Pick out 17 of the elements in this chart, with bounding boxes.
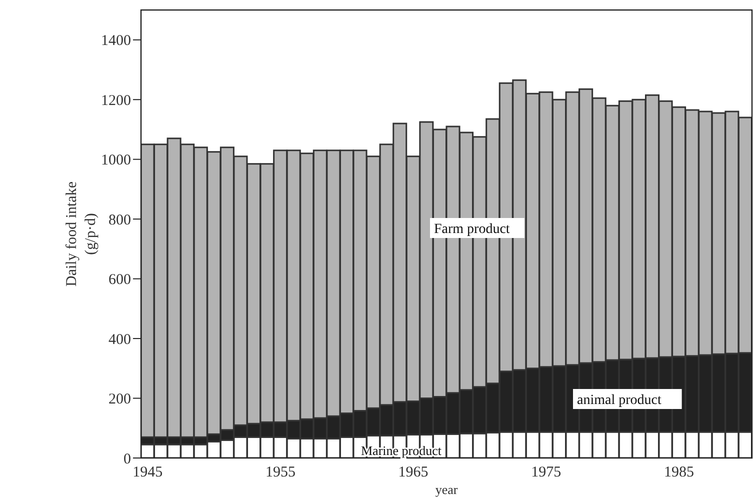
x-tick-label: 1975 xyxy=(531,464,562,481)
y-tick-label: 1400 xyxy=(101,33,131,50)
y-axis-title: Daily food intake (g/p·d) xyxy=(64,181,99,286)
x-tick-label: 1955 xyxy=(265,464,296,481)
x-axis-title: year xyxy=(435,482,458,497)
y-tick-label: 400 xyxy=(108,332,131,348)
y-tick-label: 800 xyxy=(108,212,131,228)
x-tick-label: 1945 xyxy=(132,464,163,481)
y-tick-label: 1000 xyxy=(101,152,131,169)
y-tick-label: 200 xyxy=(108,392,131,408)
series-label: animal product xyxy=(577,393,662,408)
y-tick-label: 1200 xyxy=(101,92,131,109)
series-label: Farm product xyxy=(434,222,510,237)
x-tick-label: 1965 xyxy=(398,464,428,481)
y-tick-label: 0 xyxy=(124,451,131,468)
x-tick-label: 1985 xyxy=(664,464,694,481)
y-tick-label: 600 xyxy=(108,272,131,288)
